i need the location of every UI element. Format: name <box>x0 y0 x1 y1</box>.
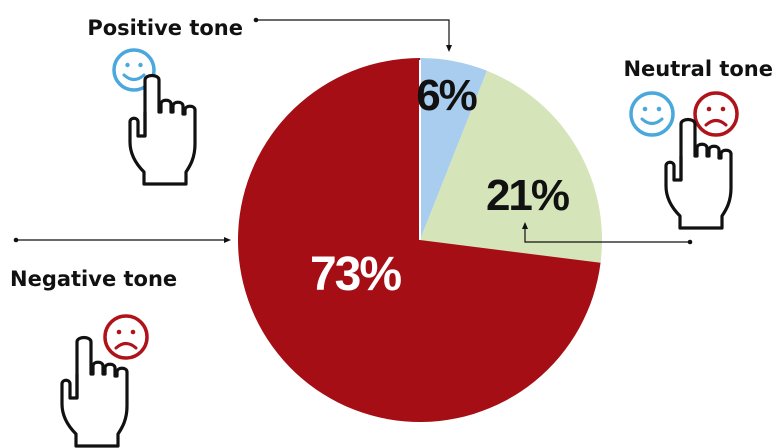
smiley-face-icon <box>629 91 675 137</box>
leader-line-positive <box>253 17 452 52</box>
pointing-hand-icon <box>128 73 197 186</box>
data-label-neutral: 21% <box>486 171 569 220</box>
leader-line-negative <box>13 237 231 243</box>
frowning-face-icon <box>103 314 149 360</box>
leader-line-neutral <box>522 222 693 245</box>
legend-label-neutral: Neutral tone <box>623 57 773 81</box>
legend-label-positive: Positive tone <box>87 16 243 40</box>
frowning-face-icon <box>693 91 739 137</box>
pointing-hand-icon <box>60 335 129 448</box>
smiley-face-icon <box>112 48 156 92</box>
legend-label-negative: Negative tone <box>10 267 177 291</box>
data-label-positive: 6% <box>416 71 476 120</box>
pie-slice-neutral <box>420 70 602 263</box>
pie-slice-positive <box>420 57 487 240</box>
data-label-negative: 73% <box>310 248 401 301</box>
